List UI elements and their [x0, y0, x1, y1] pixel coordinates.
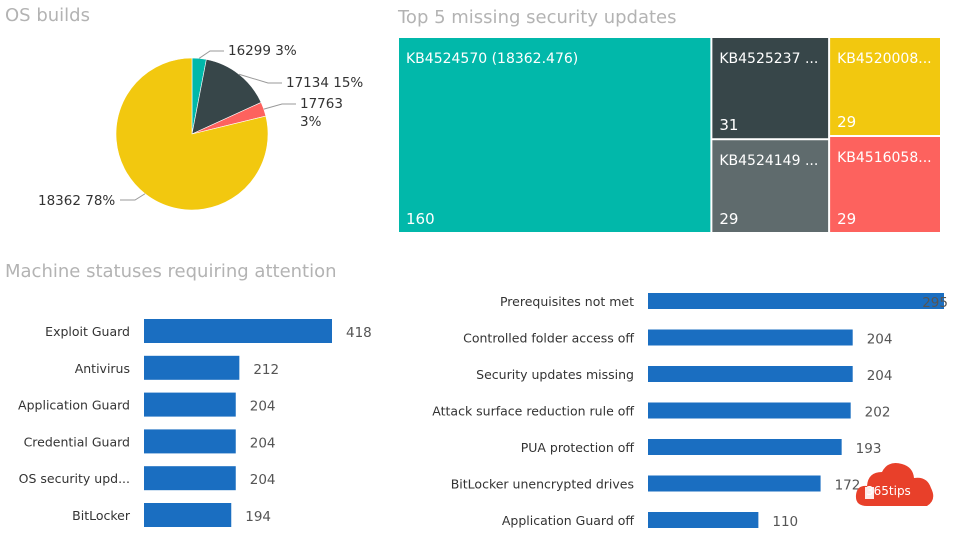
pie-label-17763: 17763 [300, 96, 343, 112]
bar-bitlocker-unencrypted-drives [648, 475, 821, 492]
pie-label-17134: 17134 15% [286, 75, 363, 91]
treemap-label-kb4524570: KB4524570 (18362.476) [406, 51, 578, 67]
bar-label-antivirus: Antivirus [75, 361, 130, 376]
treemap-tile-kb4524149 [712, 140, 829, 232]
bar-application-guard [144, 392, 236, 417]
pie-pct-17763: 3% [300, 114, 322, 130]
os-builds-title: OS builds [5, 5, 90, 26]
bar-label-controlled-folder-access-off: Controlled folder access off [463, 331, 634, 346]
pie-leader-17763 [263, 103, 296, 110]
bar-exploit-guard [144, 319, 332, 343]
bar-label-exploit-guard: Exploit Guard [45, 324, 130, 339]
bar-value-prerequisites-not-met: 295 [922, 295, 948, 311]
treemap-label-kb4525237: KB4525237 ... [719, 51, 818, 67]
treemap-tile-kb4516058... [830, 137, 940, 232]
machine-statuses-title: Machine statuses requiring attention [5, 261, 337, 282]
bar-value-attack-surface-reduction-rule-off: 202 [865, 405, 891, 421]
bar-label-bitlocker: BitLocker [72, 508, 131, 523]
treemap-value-kb4516058...: 29 [837, 210, 856, 228]
treemap-label-kb4520008...: KB4520008... [837, 51, 932, 67]
bar-value-bitlocker-unencrypted-drives: 172 [835, 478, 861, 494]
bar-label-os-security-upd: OS security upd... [19, 471, 130, 486]
treemap-label-kb4524149: KB4524149 ... [719, 153, 818, 169]
bar-value-security-updates-missing: 204 [867, 368, 893, 384]
bar-antivirus [144, 355, 240, 380]
bar-label-application-guard-off: Application Guard off [502, 513, 635, 528]
bar-value-controlled-folder-access-off: 204 [867, 332, 893, 348]
bar-label-pua-protection-off: PUA protection off [521, 440, 635, 455]
treemap-tile-kb4524570 [399, 38, 711, 232]
treemap-tile-kb4525237 [712, 38, 829, 139]
bar-attack-surface-reduction-rule-off [648, 402, 851, 419]
pie-slice-17134 [191, 59, 262, 135]
pie-leader-17134 [238, 73, 282, 84]
treemap-value-kb4520008...: 29 [837, 113, 856, 131]
bar-pua-protection-off [648, 439, 842, 455]
treemap-label-kb4516058...: KB4516058... [837, 150, 932, 166]
bar-label-bitlocker-unencrypted-drives: BitLocker unencrypted drives [451, 477, 634, 492]
bar-label-credential-guard: Credential Guard [24, 434, 130, 449]
bar-value-antivirus: 212 [253, 362, 279, 378]
bar-label-prerequisites-not-met: Prerequisites not met [500, 294, 634, 309]
treemap-value-kb4524570: 160 [406, 210, 435, 228]
bar-label-security-updates-missing: Security updates missing [476, 367, 634, 382]
top5-updates-title: Top 5 missing security updates [398, 7, 677, 28]
bar-value-pua-protection-off: 193 [856, 441, 882, 457]
bar-bitlocker [144, 503, 232, 527]
pie-leader-18362 [120, 193, 146, 201]
bar-value-exploit-guard: 418 [346, 325, 372, 341]
bar-credential-guard [144, 429, 236, 454]
pie-slice-18362 [115, 57, 269, 211]
365tips-logo [855, 463, 934, 506]
logo-text: 365tips [866, 484, 911, 498]
bar-value-bitlocker: 194 [245, 509, 271, 525]
treemap-tile-kb4520008... [830, 38, 940, 135]
treemap-value-kb4525237: 31 [719, 116, 738, 134]
bar-label-application-guard: Application Guard [18, 398, 130, 413]
bar-label-attack-surface-reduction-rule-off: Attack surface reduction rule off [432, 404, 634, 419]
bar-security-updates-missing [648, 366, 853, 382]
bar-value-credential-guard: 204 [250, 435, 276, 451]
bar-prerequisites-not-met [648, 293, 944, 309]
pie-leader-16299 [198, 50, 224, 59]
bar-value-os-security-upd: 204 [250, 472, 276, 488]
bar-os-security-upd [144, 466, 236, 491]
bar-application-guard-off [648, 512, 759, 528]
bar-value-application-guard-off: 110 [772, 514, 798, 530]
bar-value-application-guard: 204 [250, 399, 276, 415]
treemap-value-kb4524149: 29 [719, 210, 738, 228]
bar-controlled-folder-access-off [648, 329, 853, 346]
pie-label-18362: 18362 78% [38, 193, 115, 209]
pie-label-16299: 16299 3% [228, 43, 297, 59]
